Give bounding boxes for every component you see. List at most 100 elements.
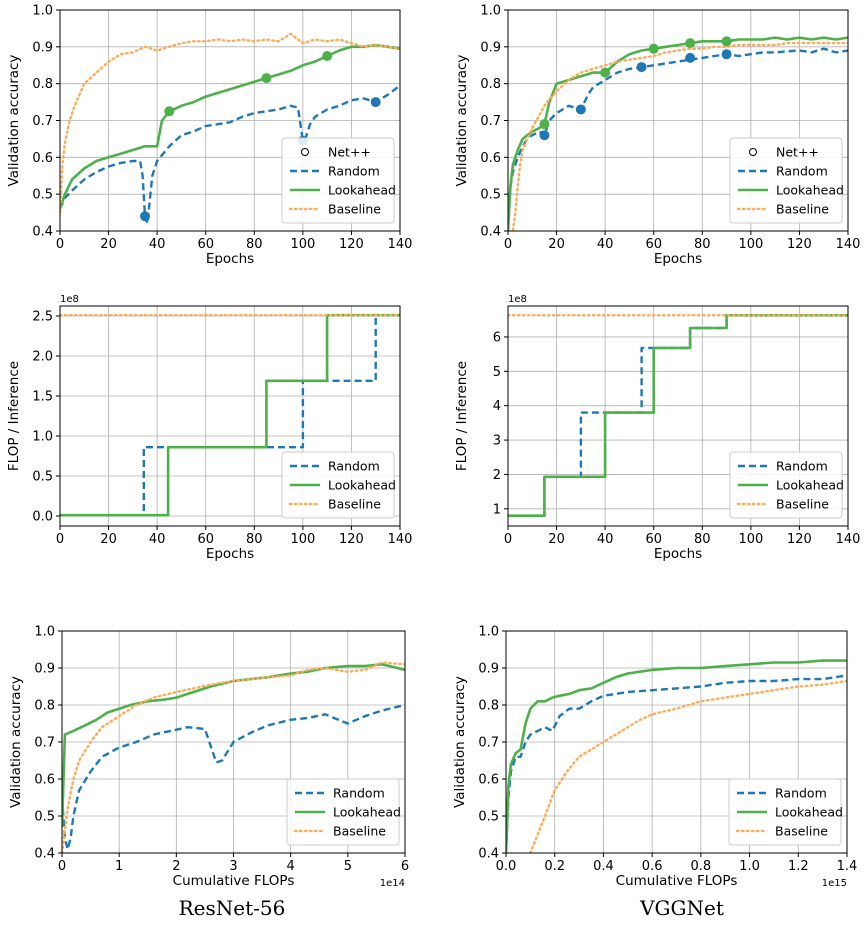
x-tick-label: 0 (56, 237, 64, 252)
legend-label: Lookahead (775, 805, 843, 820)
y-tick-label: 0.6 (34, 773, 55, 788)
legend: Random Lookahead Baseline (728, 778, 843, 846)
data-point-lookahead (648, 43, 659, 54)
chart-resnet-acc-epochs: 0 20 40 60 80 100 120 140 0.4 0.5 0.6 0.7 0.8 0.9 1.0 E… (6, 4, 412, 268)
x-tick-label: 0 (58, 859, 66, 874)
legend: Net++ Random Lookahead Baseline (281, 137, 396, 224)
y-tick-label: 0.7 (32, 114, 53, 129)
legend: Net++ Random Lookahead Baseline (729, 137, 844, 224)
data-point-lookahead (721, 36, 732, 47)
y-tick-label: 0.8 (32, 77, 53, 92)
y-tick-label: 0.6 (32, 151, 53, 166)
caption-resnet: ResNet-56 (178, 896, 286, 920)
x-tick-label: 1.2 (788, 859, 809, 874)
plot-area (508, 313, 848, 518)
legend: Random Lookahead Baseline (281, 451, 396, 519)
y-tick-label: 0.6 (480, 151, 501, 166)
legend: Random Lookahead Baseline (729, 451, 844, 519)
y-axis-label: FLOP / Inference (6, 361, 22, 471)
chart-vgg-acc-epochs: 0 20 40 60 80 100 120 140 0.4 0.5 0.6 0.7 0.8 0.9 1.0 E… (454, 4, 860, 268)
data-point-random (140, 211, 150, 222)
y-tick-label: 2.5 (32, 310, 53, 325)
y-tick-label: 0.7 (478, 736, 499, 751)
y-tick-label: 0.4 (480, 225, 501, 240)
data-point-random (685, 52, 696, 63)
y-tick-label: 0.5 (32, 188, 53, 203)
x-axis-label: Epochs (654, 546, 702, 562)
x-tick-label: 1 (115, 859, 123, 874)
x-tick-label: 60 (645, 532, 662, 547)
legend-marker-net (749, 148, 757, 156)
y-tick-label: 0.4 (34, 847, 55, 862)
x-tick-label: 0 (504, 532, 512, 547)
x-scale-label: 1e14 (380, 878, 405, 889)
series-line-lookahead (60, 43, 400, 210)
x-tick-label: 140 (836, 237, 861, 252)
y-tick-label: 0.8 (480, 77, 501, 92)
x-axis-label: Epochs (206, 546, 254, 562)
legend-label: Random (328, 164, 380, 179)
plot-area (60, 313, 400, 517)
legend-label: Baseline (328, 497, 381, 512)
series-line-baseline (529, 679, 847, 853)
chart-vgg-flop-epochs: 0 20 40 60 80 100 120 140 1 2 3 4 5 6 Epochs FLOP / Inf… (454, 294, 860, 562)
data-point-random (636, 62, 647, 73)
y-tick-label: 0.9 (32, 40, 53, 55)
x-tick-label: 0 (504, 237, 512, 252)
chart-resnet-acc-flops: 0 1 2 3 4 5 6 0.4 0.5 0.6 0.7 0.8 0.9 1.0 Cumulative F… (8, 625, 409, 890)
legend-label: Random (775, 786, 827, 801)
legend-label: Random (776, 164, 828, 179)
x-tick-label: 60 (645, 237, 662, 252)
y-tick-label: 0.4 (478, 847, 499, 862)
x-tick-label: 0.8 (691, 859, 712, 874)
legend-label: Baseline (776, 497, 829, 512)
x-tick-label: 40 (597, 237, 614, 252)
x-tick-label: 100 (290, 532, 315, 547)
legend-box (729, 137, 843, 224)
y-tick-label: 0.7 (34, 736, 55, 751)
x-tick-label: 100 (738, 532, 763, 547)
y-tick-label: 0.8 (34, 699, 55, 714)
x-tick-label: 1.4 (837, 859, 858, 874)
y-tick-label: 0.5 (32, 470, 53, 485)
legend: Random Lookahead Baseline (286, 778, 401, 846)
x-tick-label: 120 (339, 532, 364, 547)
legend-box (728, 778, 842, 846)
data-point-random (721, 49, 732, 60)
caption-vggnet: VGGNet (640, 896, 724, 920)
x-tick-label: 140 (388, 532, 413, 547)
data-point-lookahead (261, 73, 272, 84)
x-tick-label: 80 (694, 237, 711, 252)
y-scale-label: 1e8 (508, 294, 527, 305)
data-point-random (370, 97, 381, 108)
series-line-baseline (511, 41, 848, 231)
x-scale-label: 1e15 (822, 878, 847, 889)
axes-frame (59, 305, 401, 527)
y-tick-label: 6 (493, 330, 501, 345)
x-tick-label: 0.0 (496, 859, 517, 874)
x-tick-label: 3 (229, 859, 237, 874)
y-tick-label: 0.9 (34, 662, 55, 677)
series-line-lookahead (508, 313, 848, 518)
x-tick-label: 5 (344, 859, 352, 874)
series-line-lookahead (506, 659, 847, 853)
x-tick-label: 0.4 (593, 859, 614, 874)
x-tick-label: 60 (197, 237, 214, 252)
x-tick-label: 100 (290, 237, 315, 252)
series-line-baseline (62, 661, 405, 853)
legend-box (281, 137, 395, 224)
x-tick-label: 40 (149, 237, 166, 252)
y-tick-label: 1.0 (32, 4, 53, 19)
legend-label: Net++ (328, 145, 371, 160)
x-tick-label: 20 (100, 237, 117, 252)
x-tick-label: 20 (100, 532, 117, 547)
x-tick-label: 80 (246, 532, 263, 547)
y-tick-label: 5 (493, 365, 501, 380)
y-axis-label: Validation accuracy (454, 55, 470, 187)
x-axis-label: Epochs (654, 251, 702, 267)
series-line-random (60, 84, 400, 225)
plot-area (508, 36, 848, 231)
legend-label: Baseline (776, 202, 829, 217)
series-line-lookahead (60, 313, 400, 517)
